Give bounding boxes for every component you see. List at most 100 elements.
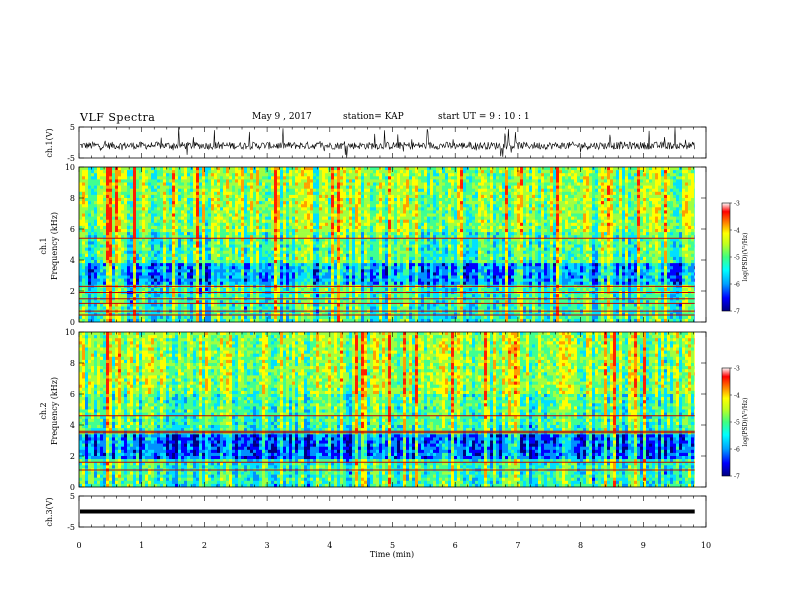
- spectrogram-cell: [253, 229, 257, 233]
- spectrogram-cell: [193, 229, 197, 233]
- spectrogram-cell: [157, 216, 161, 220]
- spectrogram-cell: [214, 188, 218, 193]
- spectrogram-cell: [313, 272, 317, 276]
- spectrogram-cell: [115, 315, 119, 320]
- spectrogram-cell: [94, 170, 98, 174]
- spectrogram-cell: [238, 287, 242, 292]
- spectrogram-cell: [139, 191, 143, 196]
- spectrogram-cell: [352, 247, 356, 251]
- spectrogram-cell: [232, 201, 236, 205]
- spectrogram-cell: [247, 188, 251, 193]
- spectrogram-cell: [223, 216, 227, 220]
- spectrogram-cell: [313, 182, 317, 186]
- spectrogram-cell: [82, 241, 86, 245]
- spectrogram-cell: [229, 232, 233, 236]
- spectrogram-cell: [310, 260, 314, 264]
- spectrogram-cell: [187, 188, 191, 193]
- spectrogram-cell: [163, 241, 167, 245]
- spectrogram-cell: [112, 260, 116, 264]
- spectrogram-cell: [250, 256, 254, 261]
- spectrogram-cell: [97, 294, 101, 298]
- spectrogram-cell: [127, 179, 131, 183]
- spectrogram-cell: [259, 278, 263, 282]
- spectrogram-cell: [124, 222, 128, 227]
- spectrogram-cell: [328, 210, 332, 214]
- spectrogram-cell: [181, 210, 185, 214]
- spectrogram-cell: [118, 253, 122, 258]
- spectrogram-cell: [331, 229, 335, 233]
- spectrogram-cell: [205, 238, 209, 242]
- spectrogram-cell: [250, 167, 254, 171]
- spectrogram-cell: [265, 167, 269, 171]
- spectrogram-cell: [208, 216, 212, 220]
- spectrogram-cell: [121, 235, 125, 239]
- spectrogram-cell: [217, 287, 221, 292]
- spectrogram-cell: [244, 207, 248, 211]
- spectrogram-cell: [124, 260, 128, 264]
- spectrogram-cell: [334, 216, 338, 220]
- spectrogram-cell: [322, 244, 326, 248]
- spectrogram-cell: [211, 167, 215, 171]
- spectrogram-cell: [208, 210, 212, 214]
- spectrogram-cell: [292, 229, 296, 233]
- spectrogram-cell: [346, 315, 350, 320]
- spectrogram-cell: [244, 204, 248, 208]
- spectrogram-cell: [190, 210, 194, 214]
- spectrogram-cell: [346, 216, 350, 220]
- spectrogram-cell: [343, 182, 347, 186]
- spectrogram-cell: [301, 188, 305, 193]
- spectrogram-cell: [145, 275, 149, 279]
- spectrogram-cell: [112, 303, 116, 307]
- spectrogram-cell: [91, 244, 95, 248]
- spectrogram-cell: [109, 185, 113, 189]
- spectrogram-cell: [298, 281, 302, 286]
- spectrogram-cell: [190, 222, 194, 227]
- spectrogram-cell: [190, 201, 194, 205]
- spectrogram-cell: [193, 287, 197, 292]
- spectrogram-cell: [142, 198, 146, 202]
- spectrogram-cell: [232, 253, 236, 258]
- spectrogram-cell: [103, 263, 107, 267]
- spectrogram-cell: [109, 294, 113, 298]
- spectrogram-cell: [277, 188, 281, 193]
- spectrogram-cell: [328, 188, 332, 193]
- spectrogram-cell: [232, 225, 236, 230]
- spectrogram-cell: [229, 204, 233, 208]
- spectrogram-cell: [361, 275, 365, 279]
- spectrogram-cell: [235, 272, 239, 276]
- spectrogram-cell: [304, 303, 308, 307]
- spectrogram-cell: [226, 253, 230, 258]
- spectrogram-cell: [121, 191, 125, 196]
- spectrogram-cell: [268, 219, 272, 224]
- spectrogram-cell: [229, 315, 233, 320]
- spectrogram-cell: [163, 269, 167, 273]
- spectrogram-cell: [217, 303, 221, 307]
- spectrogram-cell: [310, 238, 314, 242]
- spectrogram-cell: [160, 238, 164, 242]
- spectrogram-cell: [253, 219, 257, 224]
- spectrogram-cell: [154, 250, 158, 255]
- spectrogram-cell: [79, 241, 83, 245]
- spectrogram-cell: [229, 318, 233, 323]
- spectrogram-cell: [334, 170, 338, 174]
- spectrogram-cell: [157, 229, 161, 233]
- spectrogram-cell: [238, 247, 242, 251]
- spectrogram-cell: [94, 266, 98, 270]
- spectrogram-cell: [343, 216, 347, 220]
- spectrogram-cell: [277, 318, 281, 323]
- spectrogram-cell: [220, 213, 224, 217]
- spectrogram-cell: [247, 275, 251, 279]
- spectrogram-cell: [352, 167, 356, 171]
- spectrogram-cell: [148, 303, 152, 307]
- spectrogram-cell: [268, 167, 272, 171]
- spectrogram-cell: [304, 229, 308, 233]
- spectrogram-cell: [298, 318, 302, 323]
- spectrogram-cell: [103, 272, 107, 276]
- spectrogram-cell: [184, 173, 188, 177]
- spectrogram-cell: [118, 170, 122, 174]
- spectrogram-cell: [196, 170, 200, 174]
- spectrogram-cell: [340, 266, 344, 270]
- spectrogram-cell: [301, 256, 305, 261]
- spectrogram-cell: [286, 222, 290, 227]
- spectrogram-cell: [250, 229, 254, 233]
